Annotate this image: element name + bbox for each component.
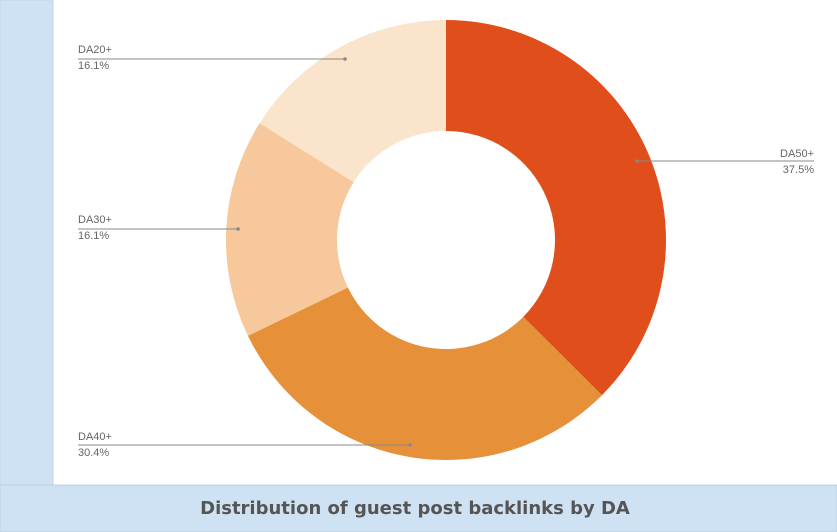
plot: DA50+ 37.5% DA40+ 30.4% DA30+ 16.1% DA20+ 16.1% (78, 19, 814, 460)
slice-label: DA50+ (780, 148, 814, 160)
slice-value-label: 16.1% (78, 230, 109, 242)
pie-slice (259, 19, 446, 183)
side-strip (0, 0, 54, 486)
slice-value-label: 30.4% (78, 447, 109, 459)
leader-dot (408, 443, 412, 447)
leader-dot (635, 159, 639, 163)
leader-dot (236, 227, 240, 231)
chart-title: Distribution of guest post backlinks by … (200, 498, 630, 519)
slice-label: DA40+ (78, 431, 112, 443)
pie-slice (226, 123, 354, 336)
slice-value-label: 37.5% (783, 164, 814, 176)
pie-slice (446, 20, 666, 396)
slice-label: DA20+ (78, 44, 112, 56)
pie-slice (247, 287, 602, 460)
title-bar (0, 484, 837, 532)
leader-dot (343, 57, 347, 61)
slice-value-label: 16.1% (78, 60, 109, 72)
slice-label: DA30+ (78, 214, 112, 226)
